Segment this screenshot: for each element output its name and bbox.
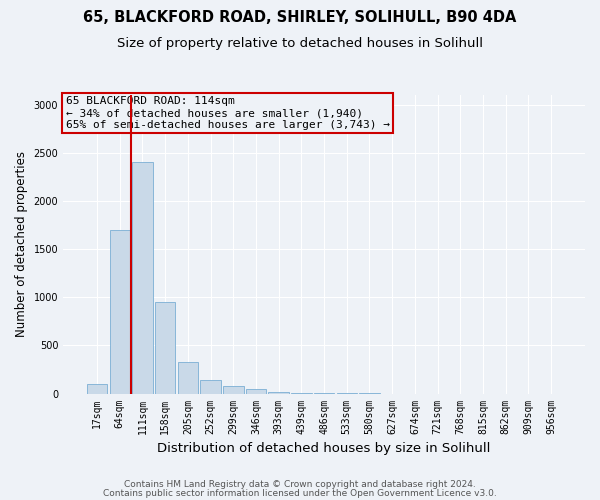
Bar [87,384,107,394]
Bar [155,302,175,394]
Bar [268,392,289,394]
Bar [132,162,153,394]
Y-axis label: Number of detached properties: Number of detached properties [15,152,28,338]
Bar [246,389,266,394]
Text: 65, BLACKFORD ROAD, SHIRLEY, SOLIHULL, B90 4DA: 65, BLACKFORD ROAD, SHIRLEY, SOLIHULL, B… [83,10,517,25]
Text: Contains HM Land Registry data © Crown copyright and database right 2024.: Contains HM Land Registry data © Crown c… [124,480,476,489]
Text: Contains public sector information licensed under the Open Government Licence v3: Contains public sector information licen… [103,490,497,498]
Bar [178,362,198,394]
Bar [200,380,221,394]
Text: 65 BLACKFORD ROAD: 114sqm
← 34% of detached houses are smaller (1,940)
65% of se: 65 BLACKFORD ROAD: 114sqm ← 34% of detac… [66,96,390,130]
Text: Size of property relative to detached houses in Solihull: Size of property relative to detached ho… [117,38,483,51]
Bar [110,230,130,394]
Bar [223,386,244,394]
X-axis label: Distribution of detached houses by size in Solihull: Distribution of detached houses by size … [157,442,491,455]
